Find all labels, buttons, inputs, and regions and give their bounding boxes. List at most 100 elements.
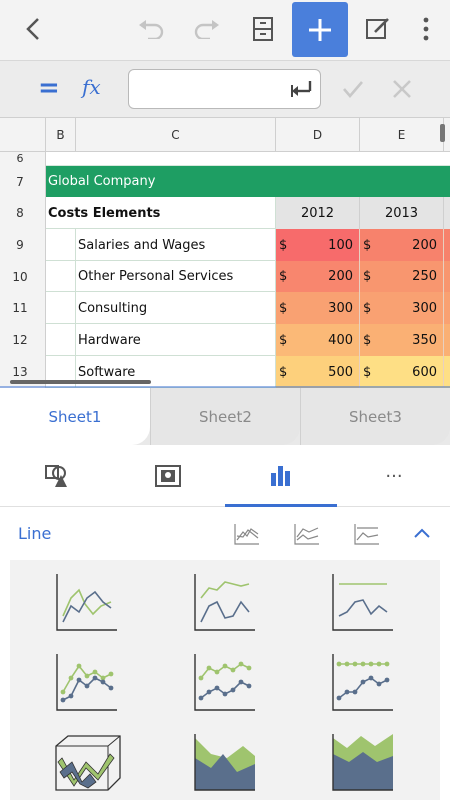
chevron-up-icon[interactable] (414, 527, 430, 539)
currency-symbol: $ (363, 364, 372, 380)
cost-value: 200 (328, 269, 353, 284)
confirm-check-icon[interactable] (342, 79, 364, 99)
cost-value: 400 (328, 332, 353, 348)
costs-elements-header[interactable]: Costs Elements (46, 197, 276, 229)
stacked-line-markers-chart-thumbnail[interactable] (193, 652, 257, 712)
row-6[interactable] (46, 152, 450, 166)
corner-cell[interactable] (0, 118, 46, 152)
title-cell[interactable]: Global Company (46, 166, 450, 197)
value-cell-e[interactable]: $350 (360, 324, 444, 356)
row-header-11[interactable]: 11 (12, 301, 28, 315)
formula-input[interactable] (128, 69, 321, 109)
value-cell-d[interactable]: $100 (276, 229, 360, 261)
spreadsheet-grid[interactable]: B C D E 6 7 8 9 10 11 12 13 Global Compa… (0, 118, 450, 388)
value-cell-f[interactable] (444, 356, 450, 388)
line-subtype-icon[interactable] (234, 523, 260, 545)
value-cell-e[interactable]: $600 (360, 356, 444, 388)
row-header-10[interactable]: 10 (12, 269, 28, 284)
value-cell-f[interactable] (444, 261, 450, 292)
value-cell-f[interactable] (444, 292, 450, 324)
edit-button[interactable] (358, 0, 398, 58)
cost-element-label[interactable]: Software (76, 356, 276, 388)
col-header-b[interactable]: B (46, 118, 76, 152)
chart-section-label[interactable]: Line (18, 524, 52, 543)
value-cell-d[interactable]: $400 (276, 324, 360, 356)
area-chart-thumbnail[interactable] (193, 732, 257, 792)
year-2013-header[interactable]: 2013 (360, 197, 444, 229)
stacked-line-subtype-icon[interactable] (294, 523, 320, 545)
tab-chart[interactable] (225, 445, 337, 507)
value-cell-e[interactable]: $300 (360, 292, 444, 324)
value-cell-e[interactable]: $250 (360, 261, 444, 292)
value-cell-d[interactable]: $300 (276, 292, 360, 324)
year-2012-header[interactable]: 2012 (276, 197, 360, 229)
row-header-7[interactable]: 7 (16, 174, 24, 189)
cost-element-label[interactable]: Other Personal Services (76, 261, 276, 292)
horizontal-scroll-thumb[interactable] (440, 124, 445, 142)
tab-image[interactable] (112, 445, 224, 507)
cost-value: 250 (412, 269, 437, 284)
redo-button[interactable] (186, 0, 226, 58)
back-button[interactable] (14, 0, 54, 58)
sheet-tabs: Sheet1 Sheet2 Sheet3 (0, 388, 450, 445)
3d-line-chart-thumbnail[interactable] (52, 732, 122, 794)
enter-icon[interactable] (290, 79, 312, 99)
value-cell-e[interactable]: $200 (360, 229, 444, 261)
value-cell-d[interactable]: $500 (276, 356, 360, 388)
stacked-area-chart-thumbnail[interactable] (331, 732, 395, 792)
shapes-icon (45, 465, 67, 487)
tab-sheet2[interactable]: Sheet2 (150, 388, 300, 445)
cancel-x-icon[interactable] (392, 79, 412, 99)
image-icon (155, 465, 181, 487)
line-chart-thumbnail[interactable] (55, 572, 119, 632)
currency-symbol: $ (279, 364, 288, 380)
value-cell-f[interactable] (444, 324, 450, 356)
cell-b[interactable] (46, 356, 76, 388)
redo-icon (194, 20, 219, 39)
cell-b[interactable] (46, 229, 76, 261)
cost-element-label[interactable]: Hardware (76, 324, 276, 356)
row-header-12[interactable]: 12 (12, 333, 28, 347)
sheet-bottom-border (0, 386, 450, 388)
tab-shapes[interactable] (0, 445, 112, 507)
row-8 (46, 197, 450, 229)
currency-symbol: $ (279, 332, 288, 348)
insert-button[interactable] (292, 2, 348, 57)
cost-value: 600 (412, 364, 437, 380)
percent-line-markers-chart-thumbnail[interactable] (331, 652, 395, 712)
undo-icon (139, 20, 164, 39)
row-header-13[interactable]: 13 (12, 365, 28, 379)
year-next-header[interactable] (444, 197, 450, 229)
value-cell-d[interactable]: $200 (276, 261, 360, 292)
col-header-e[interactable]: E (360, 118, 444, 152)
stacked-line-chart-thumbnail[interactable] (193, 572, 257, 632)
cost-element-label[interactable]: Consulting (76, 292, 276, 324)
row-header-9[interactable]: 9 (16, 238, 24, 252)
table-row (46, 324, 450, 356)
col-header-d[interactable]: D (276, 118, 360, 152)
table-row (46, 261, 450, 292)
currency-symbol: $ (279, 300, 288, 316)
cost-element-label[interactable]: Salaries and Wages (76, 229, 276, 261)
percent-line-subtype-icon[interactable] (354, 523, 380, 545)
tab-sheet3[interactable]: Sheet3 (300, 388, 450, 445)
cost-value: 100 (328, 237, 353, 253)
function-icon[interactable]: fx (82, 75, 101, 99)
value-cell-f[interactable] (444, 229, 450, 261)
row-header-6[interactable]: 6 (16, 151, 24, 165)
cell-b[interactable] (46, 292, 76, 324)
undo-button[interactable] (132, 0, 172, 58)
cell-b[interactable] (46, 261, 76, 292)
equals-icon[interactable]: = (38, 73, 60, 103)
tab-sheet1[interactable]: Sheet1 (0, 388, 150, 445)
cell-b[interactable] (46, 324, 76, 356)
vertical-scroll-thumb[interactable] (10, 380, 151, 384)
line-markers-chart-thumbnail[interactable] (55, 652, 119, 712)
more-options-button[interactable] (412, 0, 440, 58)
percent-line-chart-thumbnail[interactable] (331, 572, 395, 632)
file-cabinet-button[interactable] (243, 0, 283, 58)
col-header-c[interactable]: C (76, 118, 276, 152)
table-row (46, 292, 450, 324)
row-header-8[interactable]: 8 (16, 206, 24, 220)
tab-more[interactable]: ··· (385, 465, 403, 487)
